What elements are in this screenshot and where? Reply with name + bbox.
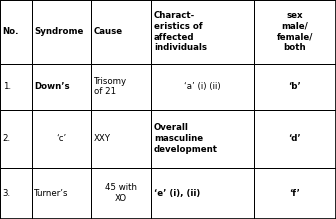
- Bar: [151, 64, 254, 110]
- Bar: [0, 64, 32, 110]
- Bar: [32, 64, 91, 110]
- Text: ‘a’ (i) (ii): ‘a’ (i) (ii): [184, 82, 221, 91]
- Bar: [91, 168, 151, 219]
- Text: Syndrome: Syndrome: [34, 27, 84, 36]
- Bar: [91, 64, 151, 110]
- Text: 1.: 1.: [3, 82, 11, 91]
- Bar: [151, 110, 254, 168]
- Bar: [254, 110, 336, 168]
- Bar: [0, 110, 32, 168]
- Bar: [32, 0, 91, 64]
- Text: ‘e’ (i), (ii): ‘e’ (i), (ii): [154, 189, 200, 198]
- Bar: [151, 168, 254, 219]
- Text: Turner’s: Turner’s: [34, 189, 69, 198]
- Text: No.: No.: [3, 27, 19, 36]
- Text: Down’s: Down’s: [34, 82, 70, 91]
- Text: ‘f’: ‘f’: [289, 189, 300, 198]
- Text: sex
male/
female/
both: sex male/ female/ both: [277, 11, 313, 52]
- Bar: [254, 64, 336, 110]
- Text: Charact-
eristics of
affected
individuals: Charact- eristics of affected individual…: [154, 11, 207, 52]
- Bar: [91, 0, 151, 64]
- Bar: [91, 110, 151, 168]
- Bar: [32, 110, 91, 168]
- Text: ‘c’: ‘c’: [56, 134, 67, 143]
- Bar: [32, 168, 91, 219]
- Text: 2.: 2.: [3, 134, 11, 143]
- Bar: [254, 168, 336, 219]
- Text: 3.: 3.: [3, 189, 11, 198]
- Text: 45 with
XO: 45 with XO: [105, 183, 137, 203]
- Text: XXY: XXY: [94, 134, 111, 143]
- Bar: [0, 168, 32, 219]
- Bar: [254, 0, 336, 64]
- Text: Cause: Cause: [94, 27, 123, 36]
- Text: ‘d’: ‘d’: [289, 134, 301, 143]
- Bar: [0, 0, 32, 64]
- Text: Overall
masculine
development: Overall masculine development: [154, 123, 218, 154]
- Text: Trisomy
of 21: Trisomy of 21: [94, 77, 127, 96]
- Bar: [151, 0, 254, 64]
- Text: ‘b’: ‘b’: [289, 82, 301, 91]
